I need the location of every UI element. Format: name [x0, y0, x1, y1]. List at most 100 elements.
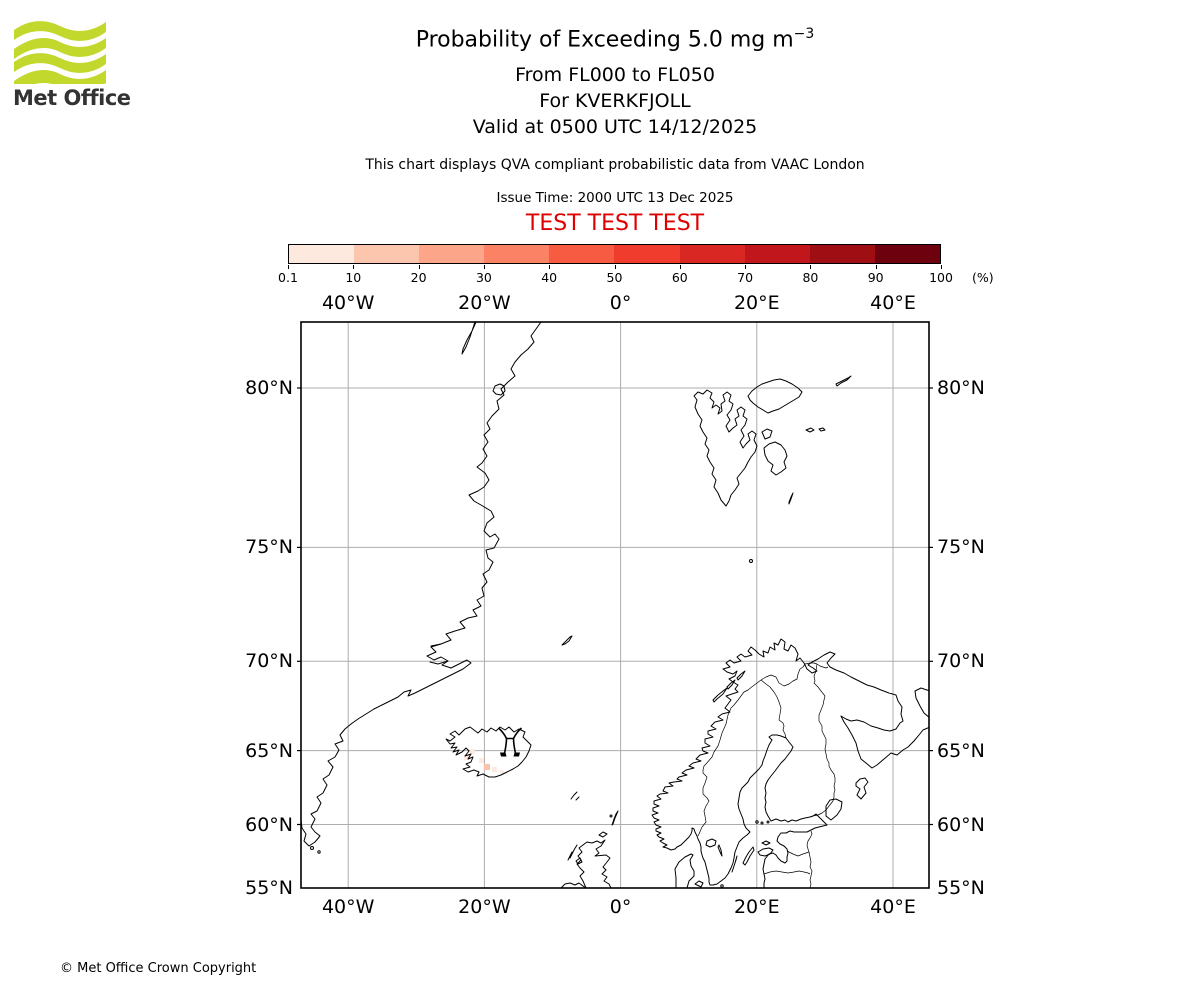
- colorbar-tick: [941, 265, 942, 269]
- coast-oland: [731, 855, 738, 873]
- map-frame: [300, 321, 930, 889]
- colorbar-tick: [745, 265, 747, 269]
- lon-label-bottom: 20°W: [458, 896, 511, 918]
- coast-lofoten: [712, 670, 746, 703]
- met-office-logo-waves-icon: [14, 21, 106, 84]
- coast-denmark: [674, 853, 695, 888]
- colorbar-tick-label: 70: [737, 270, 754, 285]
- colorbar-tick-label: 100: [929, 270, 953, 285]
- subtitle-block: From FL000 to FL050 For KVERKFJOLL Valid…: [473, 62, 758, 140]
- colorbar-tick-label: 60: [671, 270, 688, 285]
- coast-scandinavia: [651, 638, 929, 888]
- page-title: Probability of Exceeding 5.0 mg m−3: [416, 26, 815, 52]
- colorbar-tick: [614, 265, 616, 269]
- colorbar-tick: [810, 265, 812, 269]
- lat-label-left: 65°N: [245, 739, 293, 762]
- coast-orkney: [598, 831, 608, 838]
- colorbar-segment-9: [874, 245, 940, 263]
- colorbar-tick: [288, 265, 289, 269]
- border-estonia-russia: [806, 830, 813, 853]
- colorbar-tick: [875, 265, 877, 269]
- colorbar-tick: [353, 265, 355, 269]
- coastlines: [301, 322, 929, 888]
- lat-label-left: 80°N: [245, 377, 293, 399]
- lat-label-left: 55°N: [245, 877, 293, 899]
- lon-label-top: 0°: [609, 292, 632, 314]
- colorbar-segment-6: [679, 245, 745, 263]
- colorbar-tick-label: 80: [802, 270, 819, 285]
- colorbar-tick-label: 20: [410, 270, 427, 285]
- coast-aland: [755, 820, 759, 824]
- border-sweden-finland: [760, 679, 787, 739]
- colorbar-segment-2: [419, 245, 485, 263]
- coast-scoresby-fjords: [429, 643, 449, 665]
- coast-kong-karls-land: [805, 427, 826, 433]
- test-banner: TEST TEST TEST: [525, 211, 705, 236]
- border-norway-russia: [816, 663, 829, 669]
- title-exponent: −3: [793, 26, 815, 42]
- border-finland-russia: [809, 663, 836, 818]
- coast-barentsoya: [761, 428, 773, 440]
- colorbar-segment-7: [744, 245, 810, 263]
- coast-hebrides: [567, 844, 578, 861]
- subtitle-valid-time: Valid at 0500 UTC 14/12/2025: [472, 116, 758, 138]
- coast-bjornoya: [749, 559, 753, 563]
- lat-label-right: 70°N: [937, 650, 985, 673]
- coast-shetland: [611, 810, 619, 826]
- graticule-gridlines: [301, 322, 929, 888]
- subtitle-volcano: For KVERKFJOLL: [539, 90, 691, 112]
- colorbar-tick-label: 90: [867, 270, 884, 285]
- coast-jan-mayen: [561, 635, 573, 646]
- colorbar-tick: [549, 265, 551, 269]
- lon-label-top: 40°E: [870, 292, 916, 314]
- coast-greenland-island: [492, 383, 506, 396]
- lat-label-right: 65°N: [937, 739, 985, 762]
- map-canvas: [297, 321, 933, 889]
- border-norway-sweden: [697, 679, 762, 837]
- coast-nordaustlandet: [747, 378, 803, 414]
- lake-vattern: [717, 844, 723, 857]
- colorbar-tick-label: 0.1: [278, 270, 298, 285]
- lat-label-right: 55°N: [937, 877, 985, 899]
- country-borders: [697, 662, 836, 888]
- coast-zealand: [694, 880, 704, 888]
- coast-greenland-fjord-sliver: [461, 322, 477, 355]
- colorbar-segment-8: [809, 245, 875, 263]
- coast-iceland: [445, 726, 532, 778]
- border-latvia-russia: [808, 851, 813, 888]
- coast-hopen: [788, 492, 794, 505]
- probability-colorbar: [288, 244, 941, 264]
- coast-skye: [575, 857, 583, 865]
- colorbar-segment-5: [614, 245, 680, 263]
- lat-label-left: 60°N: [245, 813, 293, 836]
- border-latvia-lithuania: [763, 870, 811, 875]
- lon-label-bottom: 40°W: [321, 896, 375, 918]
- border-norway-finland: [760, 662, 818, 687]
- coast-scotland: [576, 839, 612, 888]
- colorbar-tick-label: 50: [606, 270, 623, 285]
- map-background: [301, 322, 929, 888]
- lake-vanern: [705, 838, 717, 848]
- colorbar-tick-label: 30: [475, 270, 492, 285]
- colorbar-unit: (%): [972, 270, 994, 285]
- coast-greenland-islet: [317, 850, 321, 854]
- coast-greenland-islet: [310, 846, 314, 850]
- lon-label-bottom: 0°: [609, 896, 632, 918]
- copyright-notice: © Met Office Crown Copyright: [60, 961, 257, 976]
- colorbar-tick-label: 10: [345, 270, 362, 285]
- volcano-icon: [497, 727, 523, 757]
- coast-faroes: [570, 791, 580, 801]
- colorbar-tick: [483, 265, 485, 269]
- colorbar-tick: [679, 265, 681, 269]
- lat-label-right: 80°N: [937, 377, 985, 399]
- met-office-logo-text: Met Office: [13, 86, 131, 110]
- coast-hiiumaa: [761, 840, 771, 846]
- lat-label-left: 70°N: [245, 650, 293, 673]
- colorbar-tick: [418, 265, 420, 269]
- colorbar-segment-3: [484, 245, 550, 263]
- lat-label-right: 75°N: [937, 536, 985, 559]
- colorbar-segment-0: [289, 245, 355, 263]
- subtitle-flight-levels: From FL000 to FL050: [515, 64, 715, 86]
- border-estonia-latvia: [786, 850, 810, 857]
- lake-onega: [855, 777, 869, 800]
